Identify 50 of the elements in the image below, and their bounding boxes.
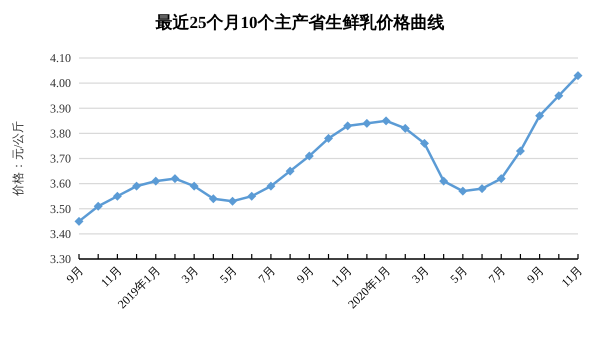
x-tick-label: 3月 [178, 263, 202, 286]
y-tick-label: 4.00 [50, 76, 71, 90]
point [574, 71, 582, 80]
point [208, 194, 218, 204]
x-tick-label: 5月 [217, 263, 240, 286]
point [151, 176, 160, 186]
point [362, 118, 372, 128]
point [286, 166, 295, 176]
point [478, 184, 487, 194]
point [304, 151, 314, 160]
point [112, 192, 122, 201]
y-tick-label: 3.60 [50, 176, 71, 191]
chart-title: 最近25个月10个主产省生鲜乳价格曲线 [154, 13, 444, 32]
point [74, 216, 84, 226]
point [324, 134, 333, 143]
point [420, 138, 429, 148]
y-tick-label: 3.80 [50, 126, 71, 140]
point [266, 182, 276, 191]
y-tick-label: 3.30 [50, 252, 71, 266]
point [343, 121, 352, 130]
x-tick-label: 9月 [294, 263, 316, 286]
x-tick-label: 5月 [447, 263, 470, 286]
point [132, 182, 142, 191]
point [382, 116, 391, 126]
point [94, 202, 103, 211]
y-tick-label: 3.40 [50, 226, 71, 241]
y-axis-title: 价格：元/公斤 [11, 120, 25, 198]
x-tick-label: 11月 [328, 263, 355, 290]
point [554, 91, 564, 100]
y-tick-label: 4.10 [50, 51, 71, 65]
x-tick-label: 7月 [486, 263, 508, 286]
x-tick-label: 9月 [63, 263, 86, 286]
point [228, 196, 238, 206]
point [535, 111, 544, 120]
point [400, 124, 410, 133]
x-tick-label: 3月 [408, 263, 432, 286]
y-tick-label: 3.50 [50, 202, 71, 216]
point [190, 182, 199, 191]
point [439, 176, 448, 186]
y-tick-label: 3.90 [50, 101, 71, 116]
y-tick-label: 3.70 [50, 152, 71, 166]
point [170, 174, 180, 184]
point [496, 174, 506, 184]
point [516, 146, 525, 156]
x-tick-label: 11月 [558, 263, 586, 290]
point [458, 186, 468, 196]
x-tick-label: 7月 [255, 263, 278, 286]
point [247, 192, 256, 201]
x-tick-label: 11月 [98, 263, 125, 290]
x-tick-label: 9月 [524, 263, 547, 286]
